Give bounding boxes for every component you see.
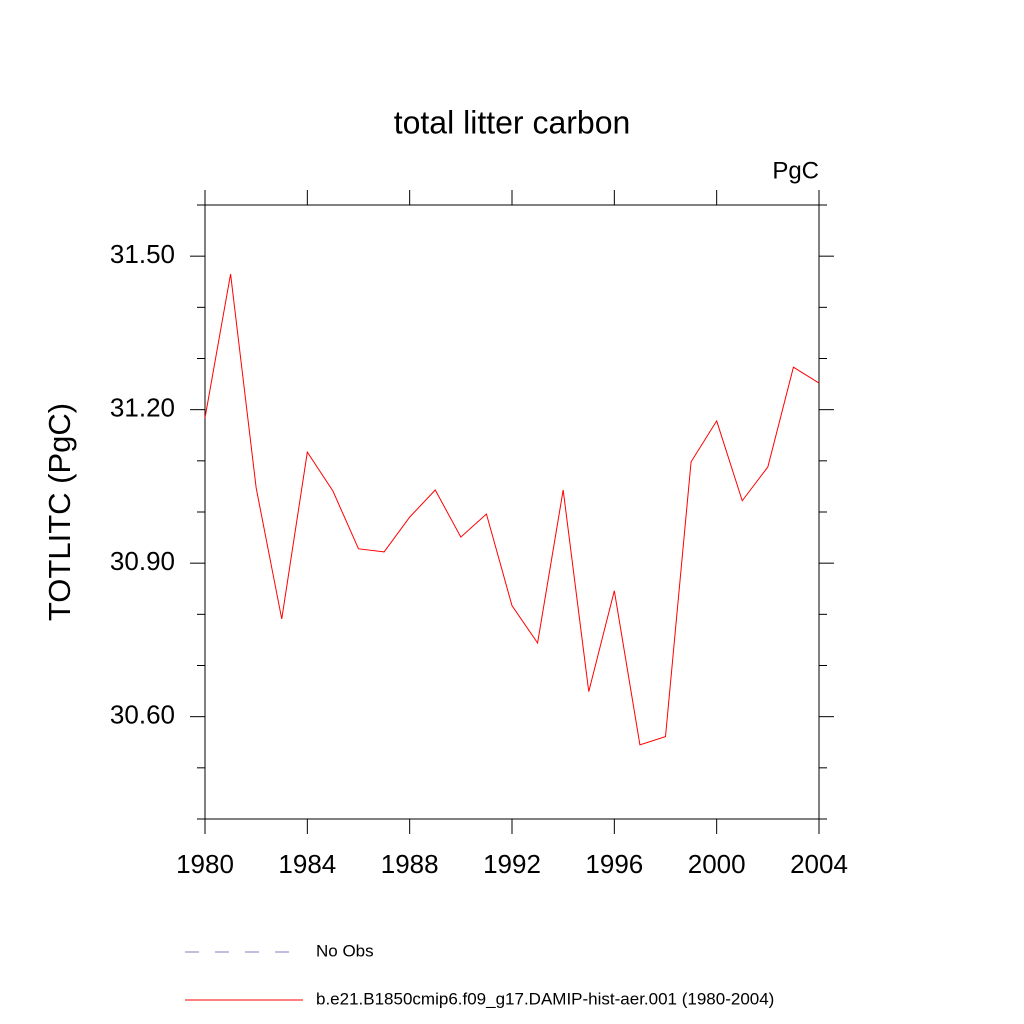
y-tick-label: 30.60 xyxy=(110,700,175,730)
x-tick-label: 1996 xyxy=(585,849,643,879)
y-tick-label: 30.90 xyxy=(110,546,175,576)
x-tick-label: 2000 xyxy=(688,849,746,879)
x-tick-label: 2004 xyxy=(790,849,848,879)
x-tick-label: 1988 xyxy=(381,849,439,879)
legend-label: b.e21.B1850cmip6.f09_g17.DAMIP-hist-aer.… xyxy=(316,989,774,1008)
y-tick-label: 31.20 xyxy=(110,393,175,423)
line-series xyxy=(204,273,820,746)
legend-label: No Obs xyxy=(316,941,374,960)
subtitle: PgC xyxy=(772,157,819,184)
y-tick-label: 31.50 xyxy=(110,239,175,269)
y-axis-label: TOTLITC (PgC) xyxy=(42,403,77,621)
x-tick-label: 1980 xyxy=(176,849,234,879)
x-tick-label: 1992 xyxy=(483,849,541,879)
x-tick-label: 1984 xyxy=(278,849,336,879)
chart-title: total litter carbon xyxy=(394,104,631,140)
